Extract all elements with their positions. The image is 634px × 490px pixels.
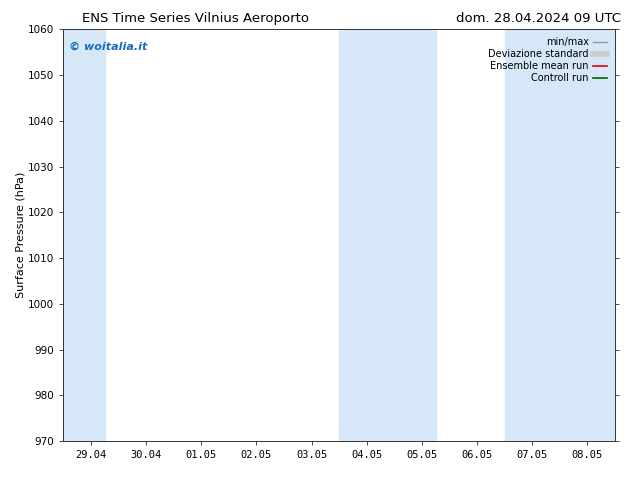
Y-axis label: Surface Pressure (hPa): Surface Pressure (hPa) (15, 172, 25, 298)
Bar (560, 29, 615, 441)
Bar (394, 29, 436, 441)
Legend: min/max, Deviazione standard, Ensemble mean run, Controll run: min/max, Deviazione standard, Ensemble m… (485, 34, 610, 86)
Bar (505, 29, 560, 441)
Text: © woitalia.it: © woitalia.it (69, 42, 147, 52)
Bar (339, 29, 394, 441)
Text: ENS Time Series Vilnius Aeroporto: ENS Time Series Vilnius Aeroporto (82, 12, 309, 25)
Text: dom. 28.04.2024 09 UTC: dom. 28.04.2024 09 UTC (456, 12, 621, 25)
Bar (63, 29, 105, 441)
